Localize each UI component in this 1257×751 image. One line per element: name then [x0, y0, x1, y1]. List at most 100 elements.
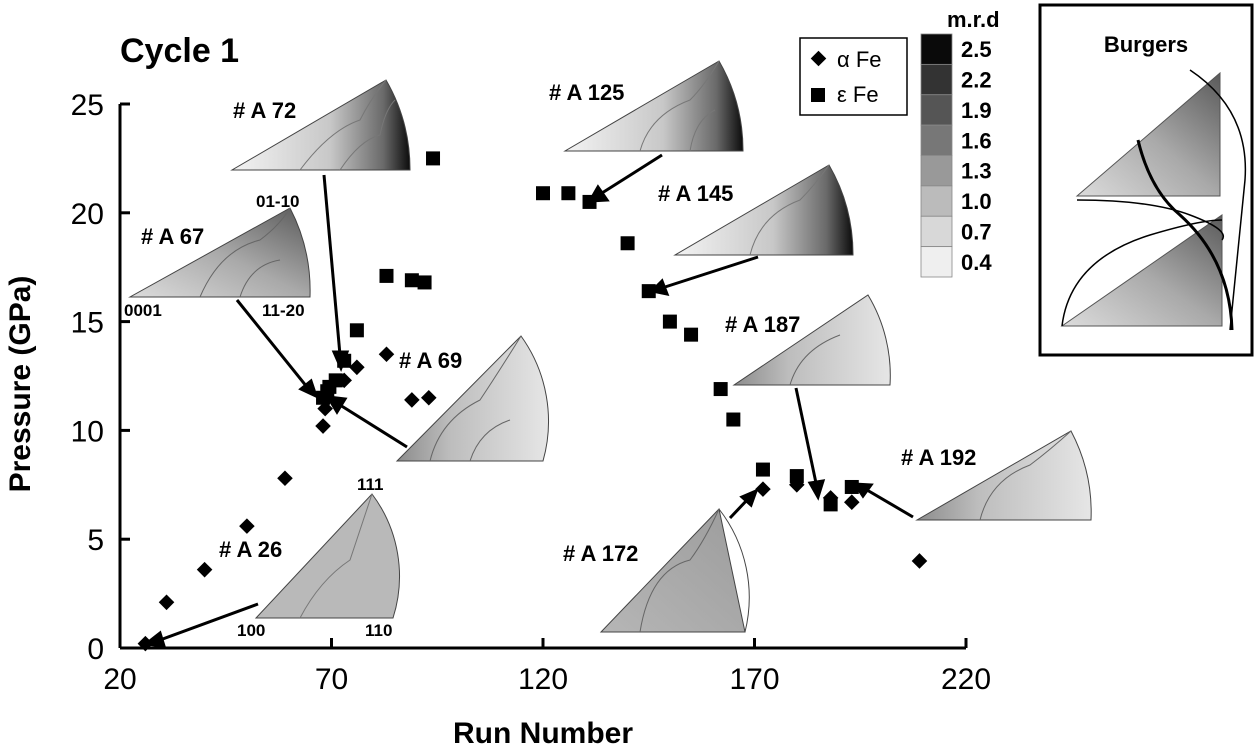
pole-label-01-10: 01-10 [256, 192, 299, 211]
epsilon-fe-point [726, 412, 741, 427]
alpha-fe-point [277, 470, 293, 487]
pole-figure-a26 [254, 493, 400, 619]
colorbar-cell [920, 246, 953, 278]
pole-figure-a72 [230, 79, 411, 171]
colorbar-cell [920, 185, 953, 217]
colorbar-value: 1.3 [961, 159, 992, 184]
alpha-fe-point [378, 346, 395, 363]
alpha-fe-point [196, 561, 213, 578]
annotation-a26: # A 26 [219, 537, 282, 562]
pole-figure-a145 [673, 164, 854, 256]
annotation-a145: # A 145 [658, 181, 733, 206]
x-axis-label: Run Number [453, 717, 633, 750]
epsilon-fe-point [713, 382, 728, 397]
y-tick-label: 5 [87, 524, 104, 557]
alpha-fe-point [239, 518, 255, 534]
annotation-a125: # A 125 [549, 80, 624, 105]
alpha-fe-point [158, 594, 175, 611]
annotation-a187: # A 187 [725, 312, 800, 337]
colorbar-value: 2.5 [961, 37, 992, 62]
colorbar-cell [920, 63, 953, 96]
pole-label-110: 110 [365, 621, 392, 640]
colorbar-value: 0.4 [961, 250, 992, 275]
epsilon-fe-point [641, 284, 656, 299]
alpha-fe-point [844, 494, 860, 510]
epsilon-fe-point [328, 373, 343, 388]
colorbar-cell [920, 124, 953, 156]
y-tick-label: 15 [71, 307, 104, 340]
burgers-inset [1038, 3, 1254, 357]
epsilon-fe-point [404, 273, 419, 288]
x-tick-label: 20 [103, 663, 136, 696]
x-tick-label: 120 [518, 663, 568, 696]
plot-axes: 0 5 10 15 20 25 20 70 120 170 220 [71, 89, 991, 696]
alpha-fe-point [315, 418, 331, 434]
annotation-a172: # A 172 [563, 541, 638, 566]
legend-label-epsilon: ε Fe [837, 82, 879, 107]
alpha-fe-point [911, 553, 928, 569]
legend-label-alpha: α Fe [837, 47, 882, 72]
x-tick-label: 220 [941, 663, 991, 696]
epsilon-fe-point [337, 353, 352, 368]
annotation-a67: # A 67 [141, 224, 204, 249]
colorbar-title: m.r.d [947, 7, 1000, 32]
annotation-a192: # A 192 [901, 445, 976, 470]
alpha-fe-point [421, 389, 437, 406]
chart-title: Cycle 1 [120, 32, 239, 70]
arrows [142, 153, 914, 648]
x-tick-label: 170 [729, 663, 779, 696]
epsilon-fe-point [684, 327, 699, 342]
pole-figure-a69 [395, 335, 549, 462]
y-tick-label: 20 [71, 198, 104, 231]
colorbar-value: 1.0 [961, 189, 992, 214]
alpha-fe-point [755, 481, 771, 497]
alpha-fe-point [349, 359, 365, 376]
annotation-a69: # A 69 [399, 348, 462, 373]
epsilon-fe-point [823, 497, 838, 512]
pole-figure-a67 [128, 207, 311, 298]
annotation-a72: # A 72 [233, 98, 296, 123]
legend-marker-epsilon [811, 88, 825, 102]
pole-label-11-20: 11-20 [262, 301, 305, 320]
pole-figure-a172 [599, 507, 750, 633]
pole-label-111: 111 [357, 475, 384, 494]
y-tick-label: 25 [71, 89, 104, 122]
series-epsilon-fe [316, 151, 859, 512]
epsilon-fe-point [755, 462, 770, 477]
epsilon-fe-point [620, 236, 635, 251]
colorbar-value: 1.6 [961, 128, 992, 153]
pole-label-100: 100 [237, 621, 265, 640]
colorbar: m.r.d 2.5 2.2 1.9 1.6 1.3 1.0 0.7 0.4 [920, 7, 1000, 278]
colorbar-cell [920, 215, 953, 248]
legend: α Fe ε Fe [799, 37, 908, 116]
pole-label-0001: 0001 [124, 301, 162, 320]
pole-figure-a192 [915, 430, 1092, 521]
colorbar-cell [920, 33, 953, 65]
epsilon-fe-point [349, 323, 364, 338]
pole-figure-a187 [732, 294, 891, 386]
pole-figure-a125 [563, 60, 744, 152]
epsilon-fe-point [561, 186, 576, 201]
y-axis-label: Pressure (GPa) [4, 276, 37, 493]
epsilon-fe-point [536, 186, 550, 201]
epsilon-fe-point [662, 314, 677, 329]
alpha-fe-point [404, 392, 420, 408]
epsilon-fe-point [417, 275, 432, 290]
epsilon-fe-point [582, 194, 597, 209]
colorbar-cell [920, 155, 953, 187]
y-tick-label: 10 [71, 415, 104, 448]
epsilon-fe-point [379, 268, 394, 283]
epsilon-fe-point [789, 469, 804, 484]
burgers-title: Burgers [1104, 32, 1188, 57]
colorbar-cell [920, 94, 953, 126]
y-tick-label: 0 [87, 633, 104, 666]
colorbar-value: 0.7 [961, 219, 992, 244]
colorbar-value: 2.2 [961, 68, 992, 93]
colorbar-value: 1.9 [961, 98, 992, 123]
epsilon-fe-point [844, 479, 859, 494]
epsilon-fe-point [426, 151, 441, 166]
x-tick-label: 70 [315, 663, 348, 696]
alpha-fe-point [137, 635, 154, 652]
